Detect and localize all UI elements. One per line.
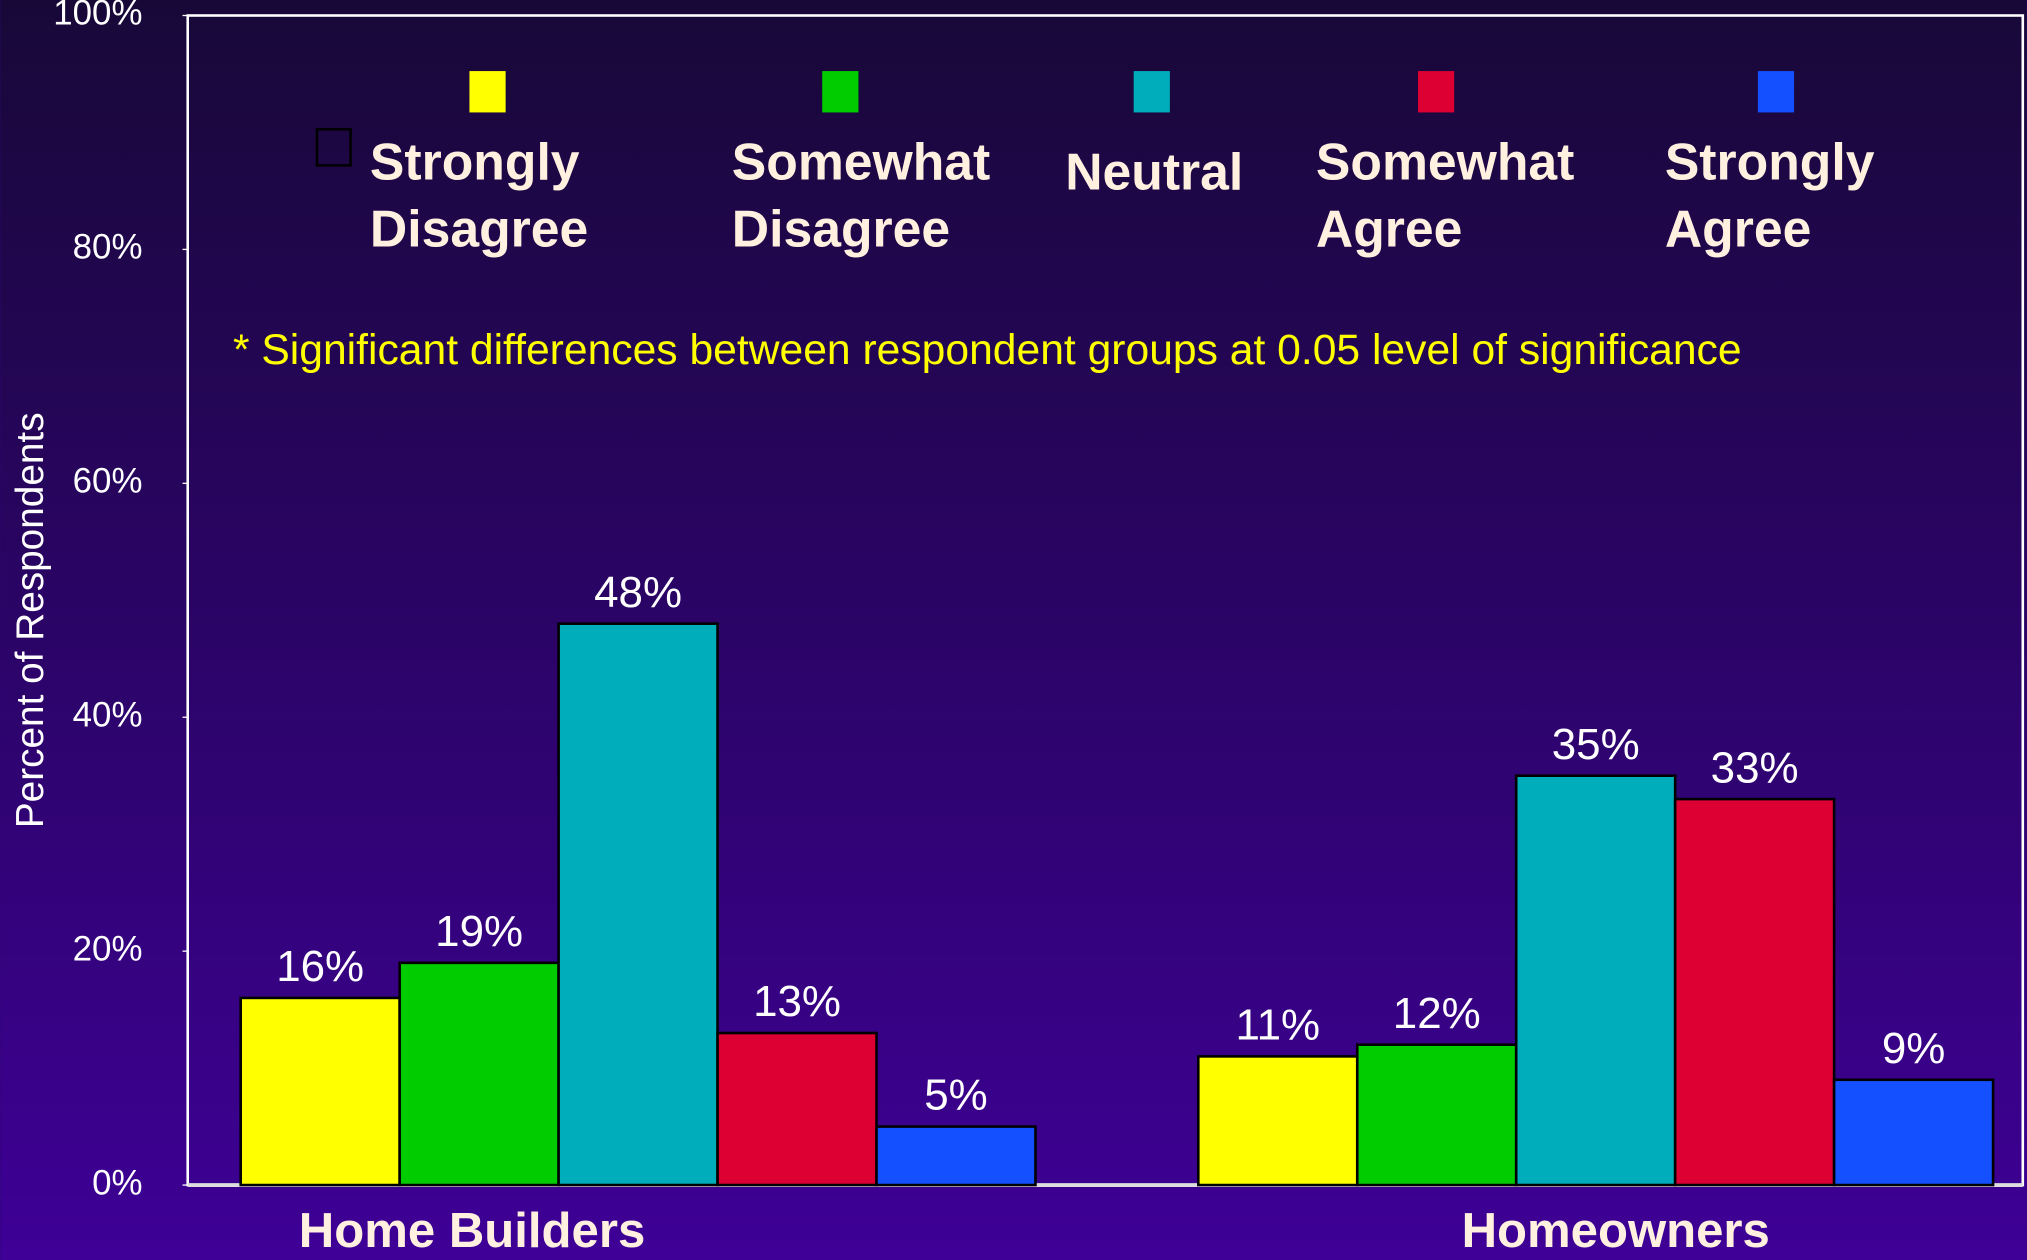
value-label: 19% — [435, 907, 523, 956]
x-tick-label: Home Builders — [299, 1204, 645, 1258]
value-label: 48% — [594, 568, 682, 617]
value-label: 13% — [753, 977, 841, 1026]
legend-swatch — [1133, 71, 1170, 113]
bar — [1832, 1078, 1995, 1187]
value-label: 5% — [924, 1071, 987, 1120]
annotation: * Significant differences between respon… — [233, 326, 1742, 374]
bar — [557, 622, 719, 1187]
bar — [398, 961, 560, 1187]
x-tick-label: Homeowners — [1462, 1204, 1770, 1258]
y-axis-label: Percent of Respondents — [9, 412, 52, 828]
y-tick-label: 60% — [73, 462, 143, 501]
legend-swatch — [1757, 71, 1795, 113]
y-tick-label: 20% — [73, 929, 143, 968]
value-label: 9% — [1882, 1024, 1945, 1073]
bar — [1673, 797, 1836, 1187]
y-tick-label: 100% — [53, 0, 142, 33]
legend-label: Strongly Disagree — [370, 132, 588, 257]
y-tick-label: 80% — [73, 228, 143, 267]
bar — [716, 1031, 878, 1187]
value-label: 16% — [276, 942, 364, 991]
value-label: 33% — [1711, 743, 1799, 792]
legend-label: Somewhat Disagree — [732, 132, 991, 257]
legend-label: Neutral — [1065, 142, 1243, 200]
value-label: 11% — [1235, 1001, 1320, 1050]
legend-label: Strongly Agree — [1665, 132, 1875, 257]
value-label: 12% — [1393, 989, 1481, 1038]
bar — [1514, 774, 1677, 1187]
bar — [875, 1125, 1037, 1187]
bar — [1197, 1055, 1359, 1187]
legend-swatch — [822, 71, 859, 113]
legend-swatch — [469, 71, 506, 113]
y-tick-label: 0% — [92, 1163, 142, 1202]
legend-swatch — [1417, 71, 1455, 113]
value-label: 35% — [1552, 720, 1640, 769]
bar — [1355, 1043, 1518, 1187]
bar — [239, 996, 401, 1187]
legend-label: Somewhat Agree — [1316, 132, 1575, 257]
legend-decoration — [315, 127, 352, 167]
y-tick-label: 40% — [73, 695, 143, 734]
